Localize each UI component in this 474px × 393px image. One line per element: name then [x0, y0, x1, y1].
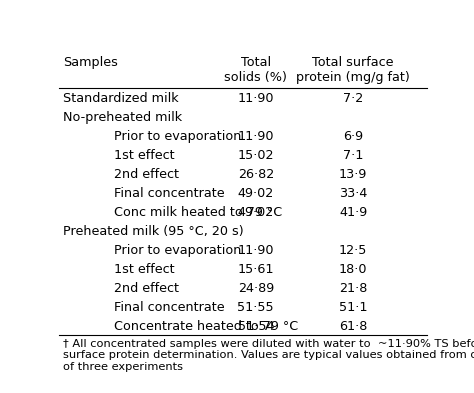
- Text: 2nd effect: 2nd effect: [114, 282, 179, 295]
- Text: 15·61: 15·61: [237, 263, 274, 276]
- Text: Conc milk heated to 79 °C: Conc milk heated to 79 °C: [114, 206, 283, 219]
- Text: 11·90: 11·90: [237, 92, 274, 105]
- Text: Final concentrate: Final concentrate: [114, 301, 225, 314]
- Text: Prior to evaporation: Prior to evaporation: [114, 244, 242, 257]
- Text: 51·1: 51·1: [339, 301, 367, 314]
- Text: Prior to evaporation: Prior to evaporation: [114, 130, 242, 143]
- Text: † All concentrated samples were diluted with water to  ~11·90% TS before
surface: † All concentrated samples were diluted …: [63, 339, 474, 372]
- Text: 2nd effect: 2nd effect: [114, 168, 179, 181]
- Text: No-preheated milk: No-preheated milk: [63, 111, 182, 124]
- Text: 26·82: 26·82: [237, 168, 274, 181]
- Text: 21·8: 21·8: [339, 282, 367, 295]
- Text: 11·90: 11·90: [237, 244, 274, 257]
- Text: Concentrate heated to 79 °C: Concentrate heated to 79 °C: [114, 320, 299, 333]
- Text: 24·89: 24·89: [237, 282, 274, 295]
- Text: 49·02: 49·02: [237, 206, 274, 219]
- Text: 15·02: 15·02: [237, 149, 274, 162]
- Text: Standardized milk: Standardized milk: [63, 92, 179, 105]
- Text: 51·54: 51·54: [237, 320, 274, 333]
- Text: 12·5: 12·5: [339, 244, 367, 257]
- Text: Preheated milk (95 °C, 20 s): Preheated milk (95 °C, 20 s): [63, 225, 244, 238]
- Text: 49·02: 49·02: [237, 187, 274, 200]
- Text: 7·2: 7·2: [343, 92, 363, 105]
- Text: 1st effect: 1st effect: [114, 263, 175, 276]
- Text: 61·8: 61·8: [339, 320, 367, 333]
- Text: Total
solids (%): Total solids (%): [224, 56, 287, 84]
- Text: 33·4: 33·4: [339, 187, 367, 200]
- Text: Total surface
protein (mg/g fat): Total surface protein (mg/g fat): [296, 56, 410, 84]
- Text: Samples: Samples: [63, 56, 118, 69]
- Text: 18·0: 18·0: [339, 263, 367, 276]
- Text: 11·90: 11·90: [237, 130, 274, 143]
- Text: 6·9: 6·9: [343, 130, 363, 143]
- Text: 13·9: 13·9: [339, 168, 367, 181]
- Text: Final concentrate: Final concentrate: [114, 187, 225, 200]
- Text: 51·55: 51·55: [237, 301, 274, 314]
- Text: 41·9: 41·9: [339, 206, 367, 219]
- Text: 1st effect: 1st effect: [114, 149, 175, 162]
- Text: 7·1: 7·1: [343, 149, 363, 162]
